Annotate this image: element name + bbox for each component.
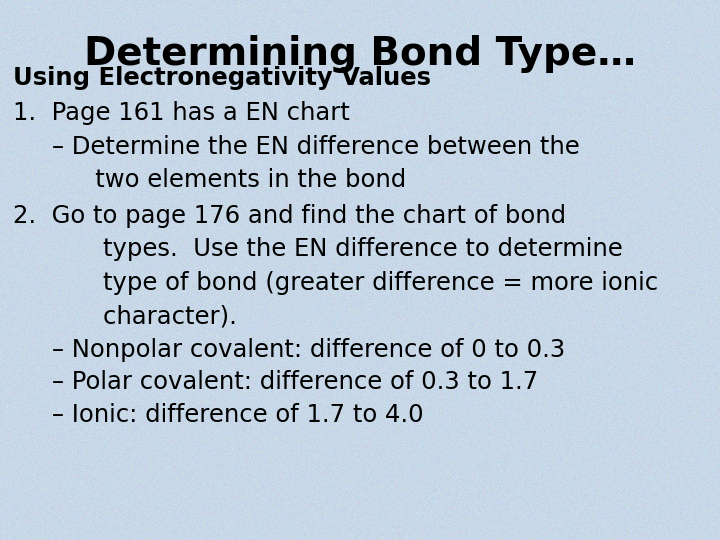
Text: character).: character).: [72, 305, 237, 328]
Text: 1.  Page 161 has a EN chart: 1. Page 161 has a EN chart: [13, 102, 350, 125]
Text: Using Electronegativity Values: Using Electronegativity Values: [13, 66, 431, 90]
Text: – Polar covalent: difference of 0.3 to 1.7: – Polar covalent: difference of 0.3 to 1…: [52, 370, 538, 394]
Text: type of bond (greater difference = more ionic: type of bond (greater difference = more …: [72, 271, 658, 295]
Text: Determining Bond Type…: Determining Bond Type…: [84, 35, 636, 73]
Text: – Determine the EN difference between the: – Determine the EN difference between th…: [52, 136, 580, 159]
Text: 2.  Go to page 176 and find the chart of bond: 2. Go to page 176 and find the chart of …: [13, 204, 566, 228]
Text: two elements in the bond: two elements in the bond: [72, 168, 406, 192]
Text: types.  Use the EN difference to determine: types. Use the EN difference to determin…: [72, 238, 623, 261]
Text: – Nonpolar covalent: difference of 0 to 0.3: – Nonpolar covalent: difference of 0 to …: [52, 338, 565, 362]
Text: – Ionic: difference of 1.7 to 4.0: – Ionic: difference of 1.7 to 4.0: [52, 403, 423, 427]
